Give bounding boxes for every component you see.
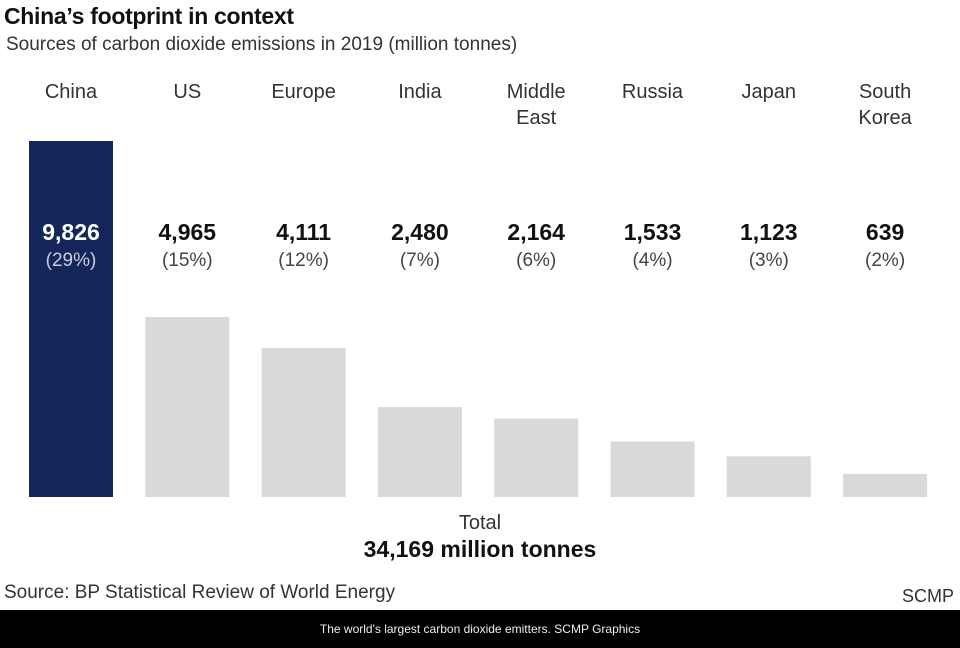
chart-subtitle: Sources of carbon dioxide emissions in 2… [6,34,518,55]
value-label: 9,826 [42,219,100,245]
bar-1 [145,317,230,497]
share-label: (3%) [749,250,789,271]
value-label: 4,965 [159,219,217,245]
value-label: 1,533 [624,219,682,245]
category-label: Russia [622,81,684,103]
category-label: East [516,107,556,129]
bar-5 [610,441,695,497]
bar-6 [726,456,811,497]
chart-title: China’s footprint in context [4,3,294,29]
total-value: 34,169 million tonnes [363,536,597,562]
category-label: South [859,81,911,103]
category-label: US [173,81,201,103]
bar-4 [494,418,579,497]
bar-0 [29,141,113,497]
value-label: 1,123 [740,219,798,245]
category-label: India [398,81,442,103]
total-label: Total [458,512,502,534]
bar-3 [377,407,462,497]
source-note: Source: BP Statistical Review of World E… [4,582,396,603]
category-label: China [45,81,98,103]
category-label: Korea [858,107,912,129]
share-label: (6%) [516,250,556,271]
value-label: 4,111 [276,219,331,245]
category-label: Europe [271,81,336,103]
share-label: (7%) [400,250,440,271]
category-label: Middle [507,81,566,103]
value-label: 2,164 [507,219,565,245]
bar-2 [261,348,346,497]
share-label: (12%) [278,250,329,271]
category-label: Japan [742,81,797,103]
share-label: (29%) [46,250,97,271]
share-label: (2%) [865,250,905,271]
share-label: (4%) [632,250,672,271]
brand-label: SCMP [901,586,954,606]
bar-chart: China 9,826 (29%) US 4,965 (15%) Europe 4,111 (1… [29,81,928,497]
value-label: 2,480 [391,219,449,245]
value-label: 639 [866,219,904,245]
caption: The world's largest carbon dioxide emitt… [0,610,960,648]
bar-7 [843,473,928,497]
share-label: (15%) [162,250,213,271]
